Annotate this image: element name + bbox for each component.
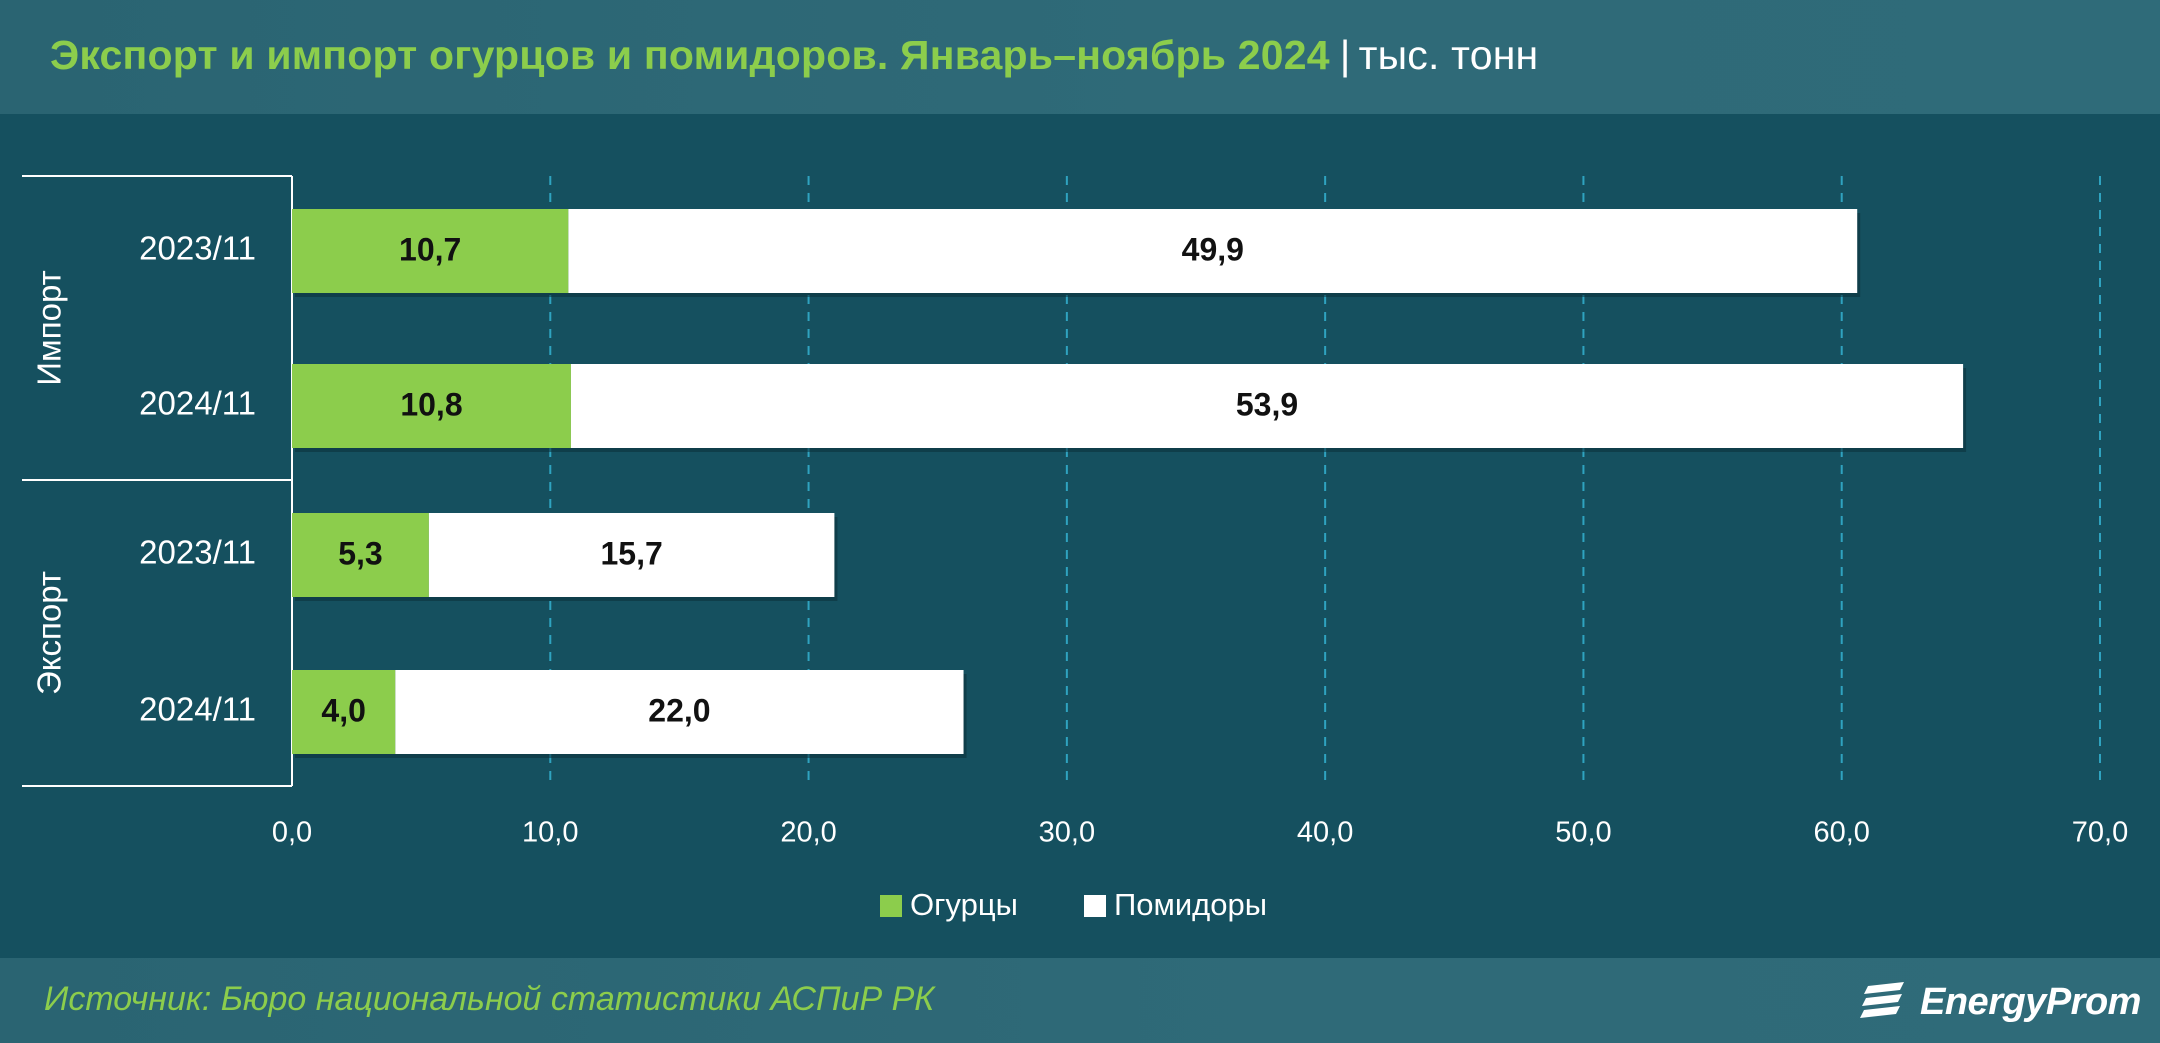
footer-bar: Источник: Бюро национальной статистики А… bbox=[0, 958, 2160, 1043]
chart-title: Экспорт и импорт огурцов и помидоров. Ян… bbox=[50, 32, 1538, 79]
bar-segment bbox=[568, 209, 1858, 293]
x-tick-label: 50,0 bbox=[1555, 817, 1611, 849]
group-label: Импорт bbox=[31, 270, 68, 385]
bar-segment bbox=[292, 364, 571, 448]
header-bar: Экспорт и импорт огурцов и помидоров. Ян… bbox=[0, 0, 2160, 114]
category-label: 2023/11 bbox=[139, 534, 256, 571]
bar-segment bbox=[292, 670, 396, 754]
x-tick-label: 30,0 bbox=[1039, 817, 1095, 849]
data-label: 22,0 bbox=[648, 692, 710, 728]
x-tick-label: 0,0 bbox=[272, 817, 312, 849]
x-tick-label: 10,0 bbox=[522, 817, 578, 849]
logo: EnergyProm bbox=[1860, 972, 2141, 1032]
category-label: 2024/11 bbox=[139, 385, 256, 422]
legend-label: Помидоры bbox=[1114, 887, 1267, 922]
data-label: 5,3 bbox=[338, 535, 382, 571]
data-label: 53,9 bbox=[1236, 386, 1298, 422]
bar-segment bbox=[292, 513, 429, 597]
title-separator: | bbox=[1339, 32, 1351, 78]
category-label: 2024/11 bbox=[139, 691, 256, 728]
source-note: Источник: Бюро национальной статистики А… bbox=[44, 980, 935, 1018]
title-unit: тыс. тонн bbox=[1358, 32, 1539, 78]
bar-segment bbox=[570, 364, 1964, 448]
x-tick-label: 70,0 bbox=[2072, 817, 2128, 849]
data-label: 10,8 bbox=[400, 386, 462, 422]
legend-swatch bbox=[880, 895, 902, 917]
x-tick-label: 60,0 bbox=[1813, 817, 1869, 849]
title-main: Экспорт и импорт огурцов и помидоров. Ян… bbox=[50, 32, 1330, 78]
data-label: 10,7 bbox=[399, 231, 461, 267]
legend-label: Огурцы bbox=[910, 887, 1018, 922]
bar-chart: Импорт Экспорт 2023/11 2024/11 2023/11 2024/1… bbox=[22, 175, 2128, 922]
bar-segment bbox=[428, 513, 835, 597]
group-label: Экспорт bbox=[31, 571, 68, 695]
x-tick-label: 20,0 bbox=[780, 817, 836, 849]
legend-swatch bbox=[1084, 895, 1106, 917]
data-label: 4,0 bbox=[321, 692, 365, 728]
bar-segment bbox=[395, 670, 964, 754]
x-tick-label: 40,0 bbox=[1297, 817, 1353, 849]
bar-segment bbox=[292, 209, 569, 293]
category-label: 2023/11 bbox=[139, 230, 256, 267]
data-label: 49,9 bbox=[1182, 231, 1244, 267]
energyprom-logo-icon bbox=[1860, 982, 1904, 1018]
data-label: 15,7 bbox=[601, 535, 663, 571]
logo-text: EnergyProm bbox=[1920, 980, 2141, 1023]
